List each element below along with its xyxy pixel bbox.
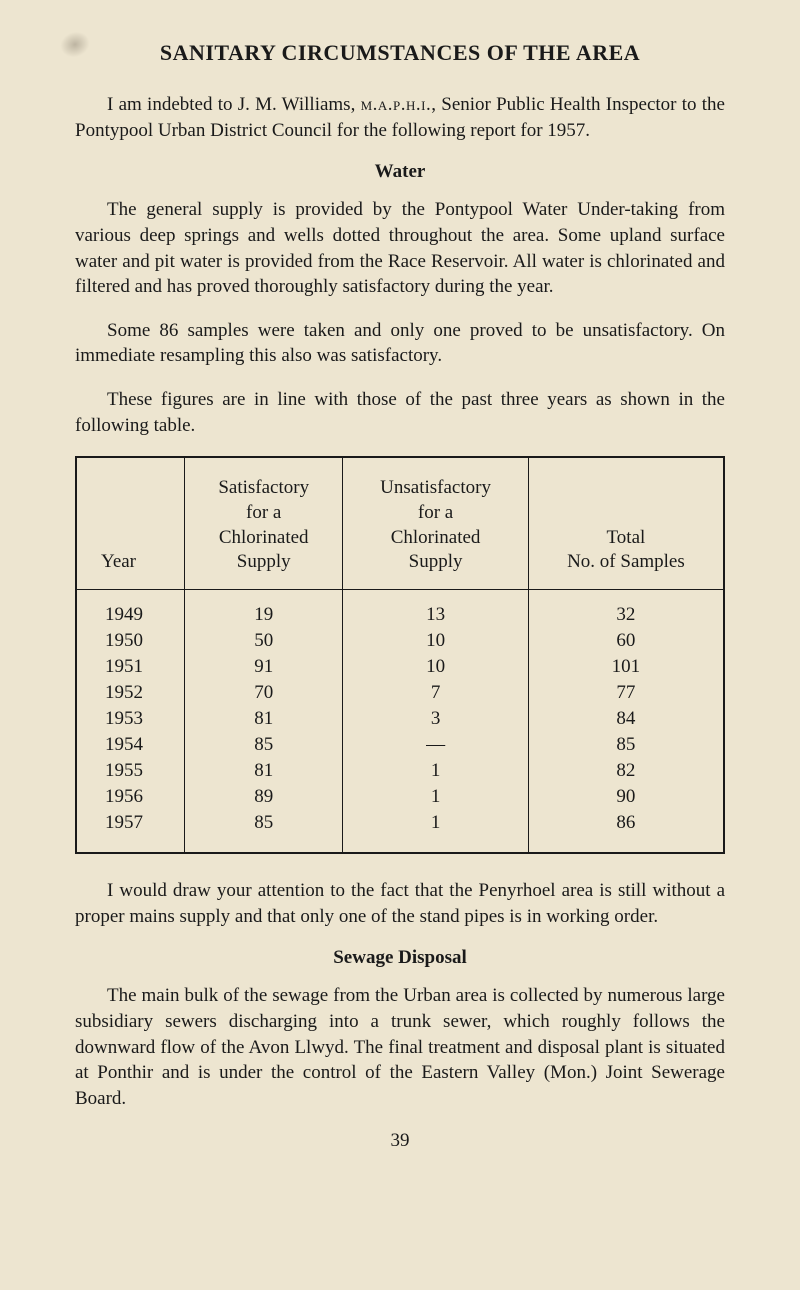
col-satisfactory: Satisfactoryfor aChlorinatedSupply <box>185 457 343 589</box>
cell-sat: 85 <box>185 810 343 853</box>
water-paragraph-1: The general supply is provided by the Po… <box>75 197 725 300</box>
cell-unsat: 13 <box>343 590 529 629</box>
cell-unsat: 1 <box>343 810 529 853</box>
penyrhoel-paragraph: I would draw your attention to the fact … <box>75 878 725 929</box>
cell-year: 1950 <box>76 628 185 654</box>
sewage-heading: Sewage Disposal <box>75 947 725 969</box>
cell-sat: 81 <box>185 706 343 732</box>
sewage-paragraph: The main bulk of the sewage from the Urb… <box>75 983 725 1111</box>
cell-unsat: 10 <box>343 654 529 680</box>
cell-year: 1949 <box>76 590 185 629</box>
table-row: 1952 70 7 77 <box>76 680 724 706</box>
page-title: SANITARY CIRCUMSTANCES OF THE AREA <box>75 40 725 66</box>
col-unsatisfactory: Unsatisfactoryfor aChlorinatedSupply <box>343 457 529 589</box>
cell-sat: 70 <box>185 680 343 706</box>
table-body: 1949 19 13 32 1950 50 10 60 1951 91 10 1… <box>76 590 724 854</box>
cell-total: 84 <box>528 706 724 732</box>
cell-total: 77 <box>528 680 724 706</box>
table-row: 1953 81 3 84 <box>76 706 724 732</box>
cell-unsat: 3 <box>343 706 529 732</box>
water-heading: Water <box>75 161 725 183</box>
intro-credentials: m.a.p.h.i. <box>361 94 432 115</box>
water-samples-table: Year Satisfactoryfor aChlorinatedSupply … <box>75 456 725 854</box>
cell-sat: 91 <box>185 654 343 680</box>
intro-paragraph: I am indebted to J. M. Williams, m.a.p.h… <box>75 92 725 143</box>
table-header-row: Year Satisfactoryfor aChlorinatedSupply … <box>76 457 724 589</box>
cell-total: 60 <box>528 628 724 654</box>
cell-total: 82 <box>528 758 724 784</box>
table-row: 1957 85 1 86 <box>76 810 724 853</box>
cell-unsat: 1 <box>343 758 529 784</box>
cell-year: 1951 <box>76 654 185 680</box>
water-paragraph-3: These figures are in line with those of … <box>75 387 725 438</box>
col-total: TotalNo. of Samples <box>528 457 724 589</box>
page-number: 39 <box>75 1130 725 1152</box>
cell-year: 1957 <box>76 810 185 853</box>
cell-sat: 89 <box>185 784 343 810</box>
cell-total: 86 <box>528 810 724 853</box>
intro-lead: I am indebted to J. M. Williams, <box>107 94 361 115</box>
cell-unsat: 7 <box>343 680 529 706</box>
cell-sat: 50 <box>185 628 343 654</box>
cell-total: 85 <box>528 732 724 758</box>
cell-year: 1954 <box>76 732 185 758</box>
table-row: 1949 19 13 32 <box>76 590 724 629</box>
cell-unsat: 10 <box>343 628 529 654</box>
cell-sat: 19 <box>185 590 343 629</box>
cell-year: 1955 <box>76 758 185 784</box>
cell-unsat: 1 <box>343 784 529 810</box>
table-row: 1950 50 10 60 <box>76 628 724 654</box>
cell-year: 1952 <box>76 680 185 706</box>
col-year: Year <box>76 457 185 589</box>
cell-total: 90 <box>528 784 724 810</box>
col-year-label: Year <box>101 551 136 572</box>
table-row: 1954 85 — 85 <box>76 732 724 758</box>
water-paragraph-2: Some 86 samples were taken and only one … <box>75 318 725 369</box>
cell-total: 32 <box>528 590 724 629</box>
cell-sat: 81 <box>185 758 343 784</box>
cell-sat: 85 <box>185 732 343 758</box>
cell-year: 1956 <box>76 784 185 810</box>
cell-unsat: — <box>343 732 529 758</box>
table-row: 1956 89 1 90 <box>76 784 724 810</box>
table-row: 1951 91 10 101 <box>76 654 724 680</box>
table-row: 1955 81 1 82 <box>76 758 724 784</box>
cell-year: 1953 <box>76 706 185 732</box>
cell-total: 101 <box>528 654 724 680</box>
